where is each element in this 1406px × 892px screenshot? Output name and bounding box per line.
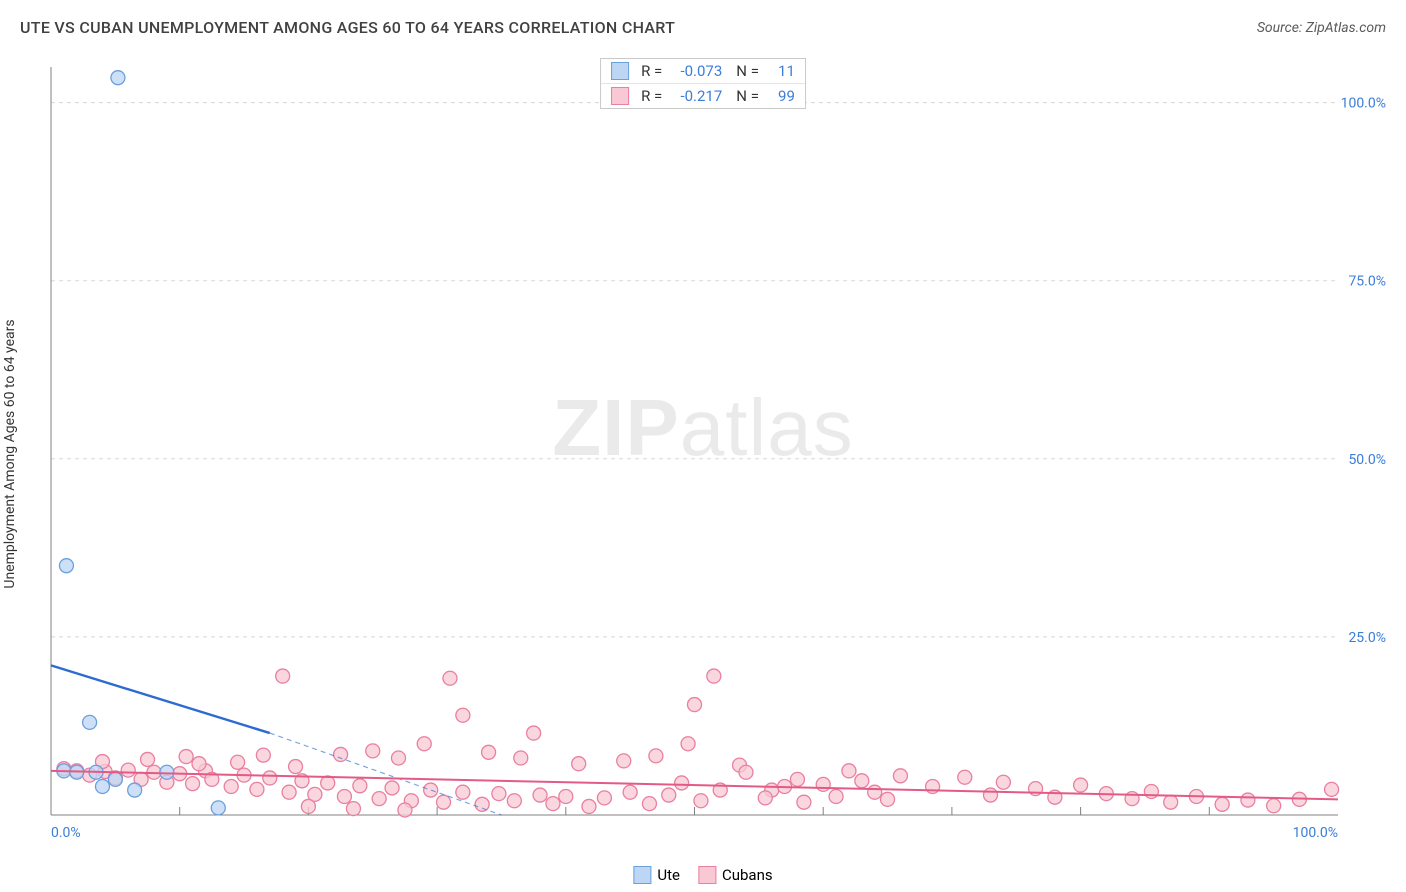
svg-text:25.0%: 25.0% (1348, 630, 1386, 646)
swatch-icon (611, 62, 629, 80)
n-value: 99 (767, 87, 795, 105)
r-value: -0.073 (670, 62, 722, 80)
n-label: N = (736, 62, 759, 80)
series-legend: Ute Cubans (633, 866, 772, 884)
svg-text:50.0%: 50.0% (1348, 452, 1386, 468)
legend-label: Ute (657, 866, 680, 884)
stats-row: R = -0.073 N = 11 (601, 59, 805, 83)
legend-item: Cubans (698, 866, 773, 884)
source-label: Source: ZipAtlas.com (1257, 20, 1386, 36)
stats-legend: R = -0.073 N = 11 R = -0.217 N = 99 (600, 58, 806, 109)
r-label: R = (641, 87, 662, 105)
stats-row: R = -0.217 N = 99 (601, 83, 805, 108)
swatch-icon (698, 866, 716, 884)
legend-item: Ute (633, 866, 680, 884)
svg-text:75.0%: 75.0% (1348, 274, 1386, 290)
r-value: -0.217 (670, 87, 722, 105)
svg-text:100.0%: 100.0% (1341, 96, 1386, 112)
n-value: 11 (767, 62, 795, 80)
chart-title: UTE VS CUBAN UNEMPLOYMENT AMONG AGES 60 … (20, 18, 675, 37)
legend-label: Cubans (722, 866, 773, 884)
svg-text:100.0%: 100.0% (1293, 825, 1338, 841)
n-label: N = (736, 87, 759, 105)
swatch-icon (633, 866, 651, 884)
y-axis-label: Unemployment Among Ages 60 to 64 years (2, 319, 18, 588)
swatch-icon (611, 87, 629, 105)
r-label: R = (641, 62, 662, 80)
svg-text:0.0%: 0.0% (51, 825, 81, 841)
correlation-chart: 25.0% 50.0% 75.0% 100.0% 0.0% 100.0% (48, 55, 1388, 845)
